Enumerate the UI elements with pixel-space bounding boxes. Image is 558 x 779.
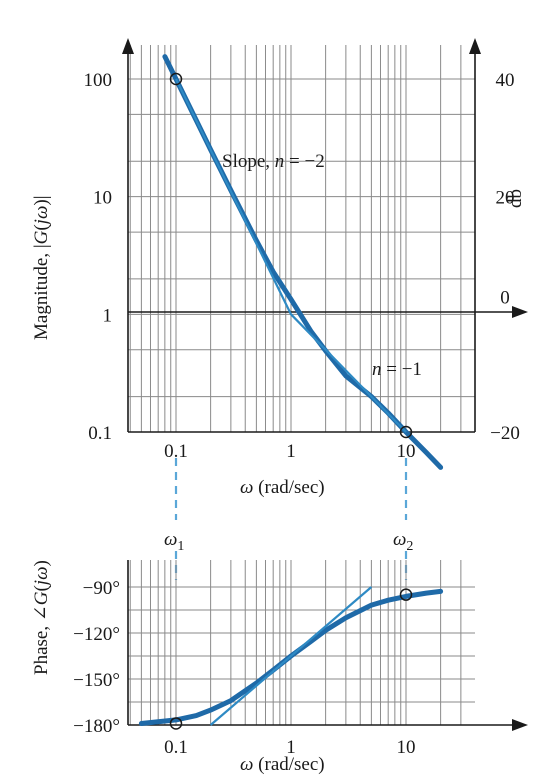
db-tick-label: 0 [500,287,510,308]
magnitude-axes [122,38,528,433]
omega1-label: ω1 [164,529,184,554]
magnitude-unity-arrow [512,306,528,318]
omega2-label: ω2 [393,529,413,554]
magnitude-marker [169,72,183,86]
phase-chart: −180° −150° −120° −90° 0.1 1 10 [73,560,528,758]
magnitude-asymptote [175,78,407,433]
phase-marker [169,717,183,730]
phase-x-tick-label: 1 [286,737,296,758]
magnitude-axis-label: Magnitude, |G(jω)| [31,195,52,340]
magnitude-y-tick-label: 0.1 [88,423,112,444]
magnitude-x-tick-label: 0.1 [164,441,188,462]
magnitude-exact-curve [162,54,444,470]
magnitude-grid [128,45,475,433]
phase-x-axis-label: ω (rad/sec) [240,754,325,775]
magnitude-x-tick-label: 1 [286,441,296,462]
magnitude-x-tick-label: 10 [397,441,416,462]
db-tick-label: 40 [496,70,515,91]
magnitude-tick-labels: 0.1 1 10 100 −20 0 20 40 0.1 1 10 [84,70,520,462]
phase-y-tick-label: −180° [73,716,120,737]
db-axis-label: db [505,189,526,208]
db-tick-label: −20 [490,423,520,444]
phase-axes [127,560,528,731]
phase-y-tick-label: −120° [73,624,120,645]
magnitude-marker [399,425,413,439]
magnitude-y-tick-label: 1 [103,305,113,326]
magnitude-y-tick-label: 100 [84,70,113,91]
magnitude-right-arrow [469,38,481,54]
slope-annotation: Slope, n = −2 [222,151,325,172]
magnitude-series [162,54,444,470]
phase-y-tick-label: −90° [83,578,120,599]
phase-y-tick-label: −150° [73,670,120,691]
phase-series [138,586,444,730]
magnitude-left-arrow [122,38,134,54]
phase-x-tick-label: 10 [397,737,416,758]
phase-asymptote [209,586,373,726]
phase-x-arrow [512,719,528,731]
magnitude-y-tick-label: 10 [93,188,112,209]
db-tick-label: 20 [496,188,515,209]
n-minus-one-annotation: n = −1 [372,359,422,380]
phase-grid [128,560,475,726]
magnitude-x-axis-label: ω (rad/sec) [240,477,325,498]
phase-marker [399,588,413,601]
phase-tick-labels: −180° −150° −120° −90° 0.1 1 10 [73,578,415,758]
phase-axis-label: Phase, ∠G(jω) [31,560,52,675]
phase-x-tick-label: 0.1 [164,737,188,758]
magnitude-chart: 0.1 1 10 100 −20 0 20 40 0.1 1 10 [84,38,528,470]
